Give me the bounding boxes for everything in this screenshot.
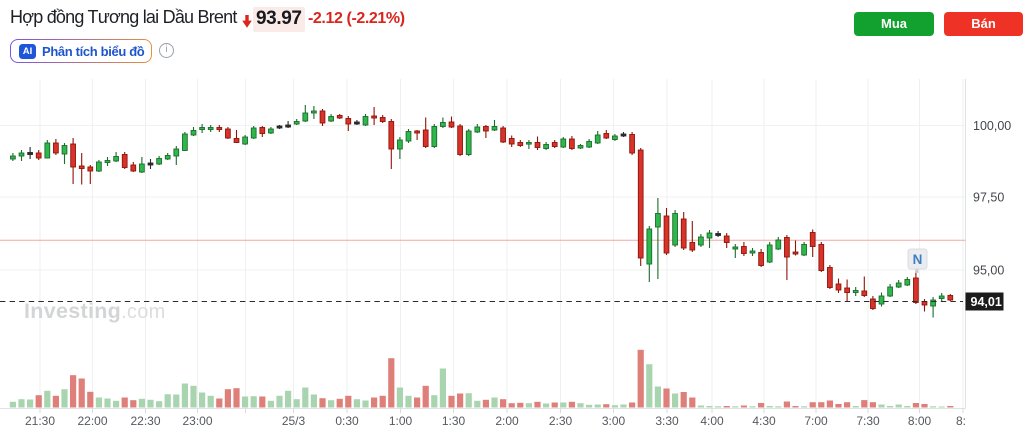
svg-text:1:30: 1:30 <box>442 414 466 428</box>
svg-text:4:30: 4:30 <box>752 414 776 428</box>
svg-text:4:00: 4:00 <box>700 414 724 428</box>
svg-text:3:30: 3:30 <box>655 414 679 428</box>
svg-text:21:30: 21:30 <box>25 414 55 428</box>
svg-text:22:00: 22:00 <box>77 414 107 428</box>
svg-text:0:30: 0:30 <box>335 414 359 428</box>
svg-text:2:30: 2:30 <box>549 414 573 428</box>
svg-text:7:30: 7:30 <box>856 414 880 428</box>
svg-text:23:00: 23:00 <box>182 414 212 428</box>
svg-text:95,00: 95,00 <box>973 264 1004 278</box>
svg-text:100,00: 100,00 <box>973 119 1011 133</box>
svg-text:2:00: 2:00 <box>495 414 519 428</box>
svg-text:94,01: 94,01 <box>971 295 1002 309</box>
svg-text:3:00: 3:00 <box>602 414 626 428</box>
svg-text:1:00: 1:00 <box>389 414 413 428</box>
svg-text:25/3: 25/3 <box>282 414 306 428</box>
svg-text:22:30: 22:30 <box>130 414 160 428</box>
svg-text:Investing.com: Investing.com <box>24 299 166 323</box>
svg-text:8:: 8: <box>956 414 966 428</box>
svg-text:N: N <box>913 252 923 267</box>
svg-text:7:00: 7:00 <box>804 414 828 428</box>
svg-text:8:00: 8:00 <box>908 414 932 428</box>
svg-text:97,50: 97,50 <box>973 191 1004 205</box>
